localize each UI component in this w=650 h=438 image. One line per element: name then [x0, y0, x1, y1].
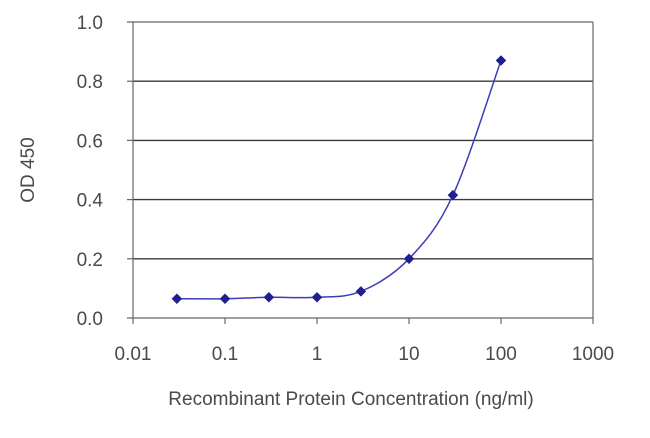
data-point-7: [495, 55, 507, 66]
y-tick-label: 0.6: [77, 131, 103, 152]
y-axis-title: OD 450: [18, 137, 39, 202]
x-tick-label: 1000: [572, 344, 614, 365]
y-tick-label: 0.4: [77, 191, 104, 212]
y-tick-label: 0.8: [77, 72, 103, 93]
x-tick-label: 1: [312, 344, 323, 365]
series-line-0: [176, 60, 502, 300]
x-tick-label: 10: [398, 344, 419, 365]
data-point-0: [171, 293, 183, 305]
data-point-6: [447, 189, 459, 201]
series-curve: [176, 60, 502, 300]
data-point-4: [355, 286, 367, 297]
y-tick-label: 1.0: [77, 13, 103, 34]
data-point-5: [403, 253, 415, 265]
y-tick-label: 0.0: [77, 309, 103, 330]
y-tick-label: 0.2: [77, 250, 103, 271]
data-point-3: [311, 291, 323, 303]
data-point-2: [263, 291, 275, 303]
y-axis-ticks: 0.0 0.2 0.4 0.6 0.8 1.0: [77, 13, 133, 330]
plot-frame: [132, 21, 594, 319]
x-tick-label: 100: [485, 344, 517, 365]
series-points: [171, 55, 507, 305]
data-point-1: [219, 293, 231, 305]
x-axis-ticks: 0.01 0.1 1 10 100 1000: [115, 318, 614, 365]
grid-lines: [133, 80, 593, 260]
x-tick-label: 0.1: [212, 344, 238, 365]
x-tick-label: 0.01: [115, 344, 152, 365]
x-axis-title: Recombinant Protein Concentration (ng/ml…: [168, 389, 533, 410]
